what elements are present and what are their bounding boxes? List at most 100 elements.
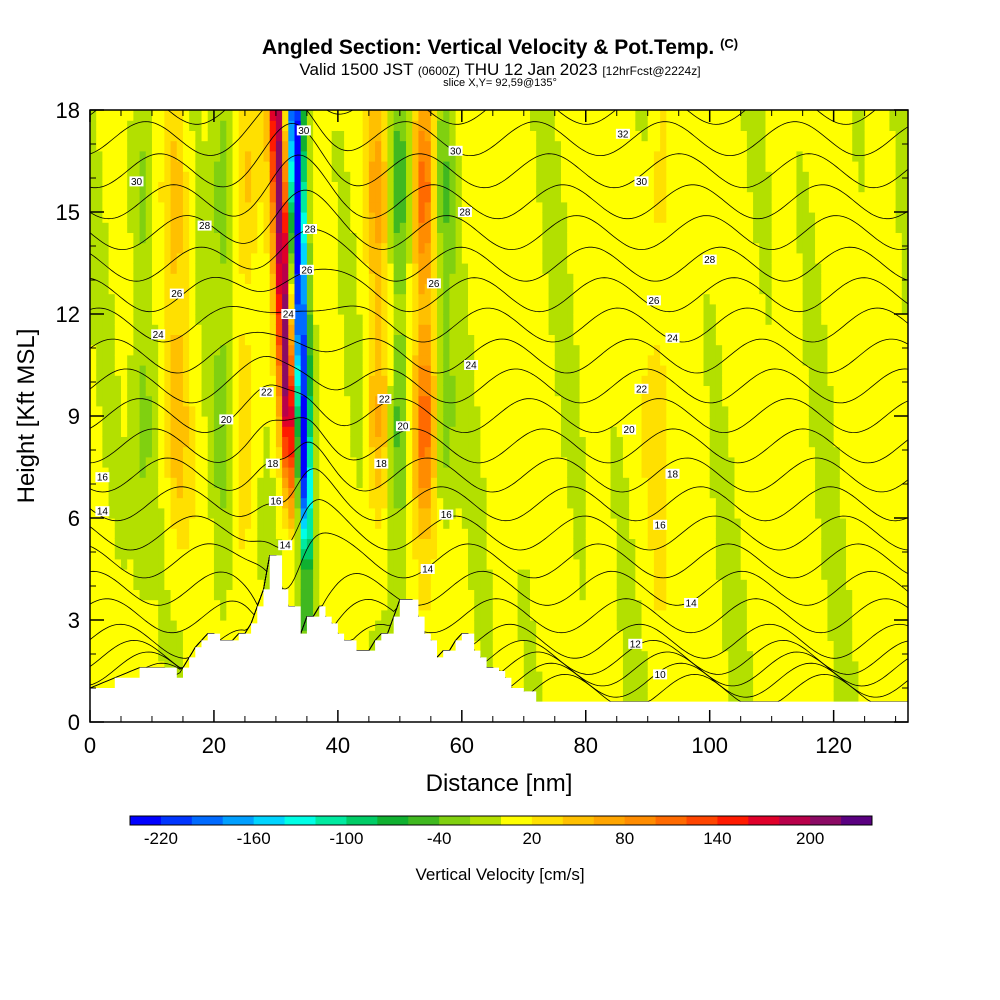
velocity-cell [238,569,246,580]
velocity-cell [275,385,283,397]
velocity-cell [220,405,227,417]
velocity-cell [164,456,172,468]
velocity-cell [591,609,599,621]
velocity-cell [591,671,599,682]
velocity-cell [164,273,172,284]
velocity-cell [294,110,302,121]
velocity-cell [145,467,153,478]
velocity-cell [517,528,525,539]
velocity-cell [313,548,320,560]
velocity-cell [455,538,463,550]
velocity-cell [406,283,413,295]
velocity-cell [523,120,531,131]
velocity-cell [579,395,587,407]
velocity-cell [356,365,364,376]
velocity-cell [232,609,240,621]
velocity-cell [114,161,122,172]
velocity-cell [591,405,599,417]
velocity-cell [294,579,302,590]
velocity-cell [102,487,110,499]
velocity-cell [412,212,420,223]
velocity-cell [114,538,122,550]
velocity-cell [325,181,333,193]
velocity-cell [368,181,376,193]
velocity-cell [102,436,110,448]
velocity-cell [486,293,494,305]
velocity-cell [226,620,234,631]
velocity-cell [257,395,265,407]
velocity-cell [368,130,376,142]
velocity-cell [207,140,215,152]
velocity-cell [387,293,395,305]
velocity-cell [331,599,339,611]
velocity-cell [133,212,141,223]
velocity-cell [269,334,277,346]
velocity-cell [505,263,512,274]
velocity-cell [108,181,116,193]
velocity-cell [424,446,432,458]
velocity-cell [523,212,531,223]
velocity-cell [437,528,444,539]
velocity-cell [468,375,475,386]
velocity-cell [517,436,525,448]
velocity-cell [579,293,587,305]
velocity-cell [294,334,302,346]
velocity-cell [511,334,519,346]
velocity-cell [325,242,333,254]
velocity-cell [579,589,587,601]
velocity-cell [356,252,364,264]
velocity-cell [375,599,382,611]
velocity-cell [189,385,196,397]
velocity-cell [412,385,420,397]
velocity-cell [591,456,599,468]
velocity-cell [226,548,234,560]
velocity-cell [313,426,320,437]
velocity-cell [486,538,494,550]
velocity-cell [201,263,209,274]
velocity-cell [251,283,258,295]
velocity-cell [573,344,581,356]
velocity-cell [220,283,227,295]
velocity-cell [598,660,605,672]
velocity-cell [368,436,376,448]
velocity-cell [182,242,190,254]
velocity-cell [96,548,103,560]
velocity-cell [554,385,562,397]
velocity-cell [548,385,556,397]
velocity-cell [474,334,482,346]
velocity-cell [529,558,537,570]
velocity-cell [573,477,581,488]
velocity-cell [319,303,327,315]
velocity-cell [511,242,519,254]
velocity-cell [585,660,593,672]
velocity-cell [337,181,345,193]
velocity-cell [604,671,612,682]
velocity-cell [511,385,519,397]
velocity-cell [127,375,134,386]
velocity-cell [437,467,444,478]
velocity-cell [158,232,165,244]
velocity-cell [511,120,519,131]
velocity-cell [195,161,203,172]
velocity-cell [511,232,519,244]
velocity-cell [412,467,420,478]
velocity-cell [381,181,389,193]
velocity-cell [102,518,110,529]
velocity-cell [486,467,494,478]
velocity-cell [319,344,327,356]
velocity-cell [406,181,413,193]
velocity-cell [263,365,271,376]
velocity-cell [90,120,97,131]
velocity-cell [523,375,531,386]
velocity-cell [158,130,165,142]
velocity-cell [579,405,587,417]
velocity-cell [139,630,147,641]
velocity-cell [201,426,209,437]
velocity-cell [102,150,110,162]
velocity-cell [207,324,215,335]
velocity-cell [387,416,395,427]
velocity-cell [151,609,159,621]
velocity-cell [325,130,333,142]
velocity-cell [492,497,500,509]
velocity-cell [288,171,296,182]
